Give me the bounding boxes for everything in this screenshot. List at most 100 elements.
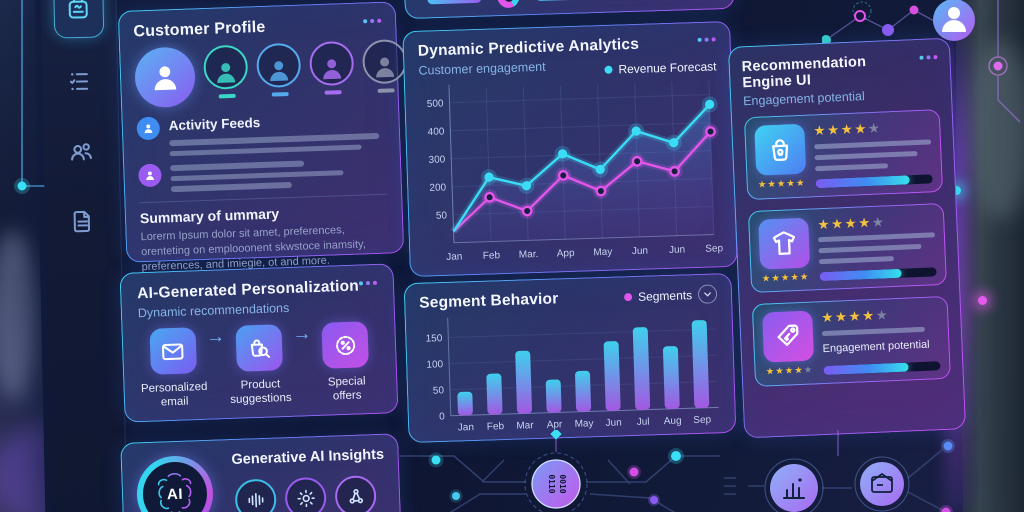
wave-icon[interactable]: [234, 478, 277, 512]
chevron-down-icon[interactable]: [697, 284, 718, 304]
svg-text:0: 0: [439, 411, 445, 422]
divider: [139, 193, 388, 203]
card-label: Engagement potential: [822, 338, 930, 355]
svg-text:Feb: Feb: [483, 250, 501, 262]
progress-bar: [819, 267, 937, 282]
panel-title: Generative AI Insights: [231, 446, 385, 469]
legend-dot: [623, 292, 633, 301]
svg-text:400: 400: [428, 126, 445, 138]
svg-text:Apr: Apr: [547, 419, 564, 431]
more-options-icon[interactable]: [358, 277, 378, 290]
placeholder-line: [814, 162, 888, 171]
placeholder-line: [169, 143, 362, 157]
svg-text:May: May: [593, 247, 612, 259]
recommendation-card[interactable]: ★★★★★ ★★★★★: [747, 202, 948, 294]
tile-label: Special offers: [327, 375, 366, 403]
personalization-tiles: Personalized email → Product suggestions →…: [138, 321, 381, 410]
molecule-icon[interactable]: [334, 474, 377, 512]
sidebar-item-documents[interactable]: [57, 200, 108, 249]
star-rating: ★★★★★: [757, 177, 806, 191]
tile-label: Personalized email: [140, 380, 208, 409]
svg-text:300: 300: [428, 154, 445, 166]
avatar-row: [134, 38, 408, 109]
email-icon: [149, 327, 197, 375]
glow-dot: [978, 296, 987, 305]
insight-icons: [234, 474, 377, 512]
glow-dot: [952, 186, 961, 195]
star-rating: ★★★★★: [765, 364, 814, 378]
arrow-right-icon: →: [292, 323, 312, 345]
tshirt-icon: [758, 217, 811, 270]
svg-text:Jun: Jun: [669, 244, 685, 256]
star-rating: ★★★★★: [813, 120, 882, 139]
mini-chart-decoration: [427, 0, 628, 10]
placeholder-line: [814, 138, 932, 149]
svg-text:Jul: Jul: [637, 417, 650, 428]
svg-text:App: App: [557, 248, 576, 260]
ai-badge: AI: [166, 485, 184, 503]
ai-brain-icon[interactable]: AI: [135, 454, 215, 512]
ai-personalization-panel: AI-Generated Personalization Dynamic rec…: [119, 263, 399, 423]
star-rating: ★★★★★: [817, 213, 886, 232]
panel-title: Segment Behavior: [418, 289, 559, 312]
user-icon: [308, 40, 355, 87]
placeholder-line: [170, 169, 344, 182]
svg-text:500: 500: [427, 98, 444, 110]
svg-text:Mar: Mar: [516, 420, 534, 432]
sidebar-item-checklist[interactable]: [54, 60, 105, 109]
more-options-icon[interactable]: [697, 33, 716, 46]
placeholder-line: [169, 132, 379, 146]
user-icon: [202, 44, 249, 90]
user-icon: [136, 116, 161, 141]
personalization-item[interactable]: Personalized email: [138, 327, 208, 410]
more-options-icon[interactable]: [363, 15, 382, 28]
svg-text:Jan: Jan: [446, 251, 462, 263]
legend-dot: [604, 65, 613, 74]
avatar[interactable]: [361, 38, 408, 93]
avatar[interactable]: [134, 46, 197, 109]
notes-icon: [64, 0, 92, 28]
svg-text:Jan: Jan: [458, 422, 474, 434]
progress-bar: [815, 173, 933, 188]
recommendation-card[interactable]: ★★★★★ ★★★★★: [743, 109, 944, 200]
avatar-dash: [377, 88, 395, 93]
svg-text:200: 200: [429, 182, 446, 194]
avatar[interactable]: [255, 42, 302, 97]
svg-text:50: 50: [433, 385, 445, 396]
sidebar-item-notes[interactable]: [52, 0, 104, 39]
svg-text:Sep: Sep: [693, 415, 712, 427]
more-options-icon[interactable]: [919, 51, 938, 64]
mini-bar-decoration: [427, 0, 482, 5]
placeholder-line: [170, 160, 305, 171]
checklist-icon: [66, 68, 94, 101]
placeholder-line: [170, 181, 292, 192]
avatar[interactable]: [202, 44, 249, 98]
avatar[interactable]: [308, 40, 355, 95]
placeholder-line: [821, 326, 925, 336]
svg-text:100: 100: [426, 359, 443, 371]
avatar-dash: [324, 90, 342, 95]
sidebar-item-customers[interactable]: [56, 130, 107, 179]
svg-text:Mar.: Mar.: [519, 249, 539, 261]
personalization-item[interactable]: Special offers: [311, 321, 381, 404]
arrow-right-icon: →: [205, 326, 226, 348]
legend-segments: Segments: [623, 284, 718, 306]
recommendation-card[interactable]: ★★★★★ ★★★★★ Engagement potential: [751, 295, 951, 387]
feed-item: [138, 156, 387, 193]
gear-icon[interactable]: [284, 476, 327, 512]
panel-title: Customer Profile: [133, 18, 266, 41]
predictive-analytics-panel: Dynamic Predictive Analytics Customer en…: [402, 20, 738, 278]
svg-text:Sep: Sep: [705, 243, 724, 255]
placeholder-line: [817, 232, 936, 243]
placeholder-line: [814, 150, 918, 160]
customer-profile-panel: Customer Profile Activity Feeds Summary …: [117, 1, 408, 273]
user-icon: [361, 38, 408, 85]
svg-text:May: May: [574, 418, 593, 430]
line-chart: 500 400 300 200 50 Jan Feb Mar. App May Jun Ju…: [427, 80, 724, 263]
svg-text:Jun: Jun: [632, 246, 648, 258]
document-icon: [69, 208, 97, 241]
personalization-item[interactable]: Product suggestions: [225, 324, 295, 407]
avatar-dash: [218, 93, 236, 98]
svg-text:Aug: Aug: [664, 416, 682, 428]
legend-label: Segments: [637, 287, 693, 304]
